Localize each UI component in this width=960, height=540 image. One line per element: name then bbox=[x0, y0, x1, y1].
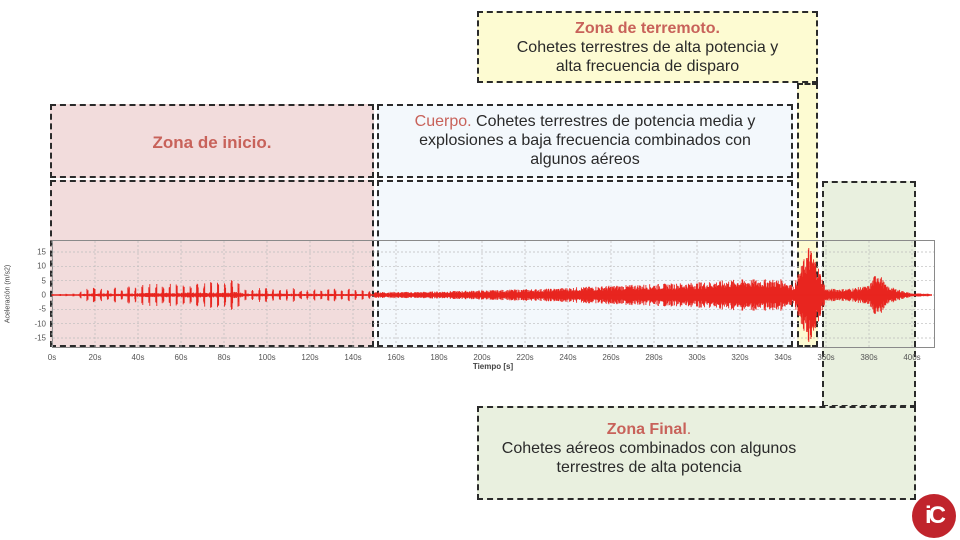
y-tick-label: 15 bbox=[37, 247, 46, 257]
x-tick-label: 400s bbox=[903, 353, 921, 362]
final-footer-box: Zona Final. Cohetes aéreos combinados co… bbox=[477, 406, 916, 500]
cuerpo-text-3: algunos aéreos bbox=[530, 151, 640, 169]
cuerpo-header-box: Cuerpo. Cohetes terrestres de potencia m… bbox=[377, 104, 793, 178]
x-tick-label: 380s bbox=[860, 353, 878, 362]
x-tick-label: 20s bbox=[88, 353, 102, 362]
y-tick-label: -10 bbox=[34, 319, 46, 329]
cuerpo-description: Cuerpo. Cohetes terrestres de potencia m… bbox=[379, 112, 791, 170]
x-tick-label: 80s bbox=[217, 353, 231, 362]
final-title: Zona Final bbox=[606, 421, 687, 438]
zona-inicio-chart-box bbox=[50, 180, 374, 347]
final-title-dot: . bbox=[686, 421, 692, 438]
cuerpo-chart-box bbox=[377, 180, 793, 347]
x-tick-label: 120s bbox=[301, 353, 319, 362]
x-tick-label: 100s bbox=[258, 353, 276, 362]
x-tick-label: 320s bbox=[731, 353, 749, 362]
cuerpo-text-2: explosiones a baja frecuencia combinados… bbox=[419, 132, 751, 150]
final-text-2: terrestres de alta potencia bbox=[556, 459, 742, 477]
chart-plot-area bbox=[52, 240, 935, 348]
zona-inicio-header-box: Zona de inicio. bbox=[50, 104, 374, 178]
terremoto-text-1: Cohetes terrestres de alta potencia y bbox=[516, 39, 779, 57]
y-tick-label: -15 bbox=[34, 333, 46, 343]
x-tick-label: 340s bbox=[774, 353, 792, 362]
x-tick-label: 260s bbox=[602, 353, 620, 362]
x-tick-label: 220s bbox=[516, 353, 534, 362]
x-tick-label: 240s bbox=[559, 353, 577, 362]
brand-logo: iC bbox=[912, 494, 956, 538]
x-tick-label: 40s bbox=[131, 353, 145, 362]
x-tick-label: 60s bbox=[174, 353, 188, 362]
cuerpo-text-1: Cohetes terrestres de potencia media y bbox=[471, 113, 756, 130]
terremoto-header-box: Zona de terremoto. Cohetes terrestres de… bbox=[477, 11, 818, 83]
x-tick-label: 300s bbox=[688, 353, 706, 362]
x-tick-label: 160s bbox=[387, 353, 405, 362]
x-tick-label: 280s bbox=[645, 353, 663, 362]
x-axis-label: Tiempo [s] bbox=[472, 362, 514, 371]
x-tick-label: 140s bbox=[344, 353, 362, 362]
cuerpo-title-dot: . bbox=[467, 113, 472, 130]
y-axis-label: Aceleración (m/s2) bbox=[4, 264, 12, 324]
cuerpo-title: Cuerpo bbox=[414, 113, 468, 130]
logo-glyph: iC bbox=[925, 502, 946, 529]
y-tick-label: 0 bbox=[41, 290, 46, 300]
x-tick-label: 0s bbox=[47, 353, 57, 362]
x-tick-label: 180s bbox=[430, 353, 448, 362]
y-tick-label: -5 bbox=[38, 304, 46, 314]
terremoto-description: Zona de terremoto. Cohetes terrestres de… bbox=[479, 19, 816, 77]
final-description: Zona Final. Cohetes aéreos combinados co… bbox=[479, 420, 819, 478]
zona-inicio-title: Zona de inicio. bbox=[152, 133, 272, 152]
terremoto-text-2: alta frecuencia de disparo bbox=[555, 58, 740, 76]
final-text-1: Cohetes aéreos combinados con algunos bbox=[501, 440, 797, 458]
y-tick-label: 5 bbox=[41, 276, 46, 286]
x-tick-label: 360s bbox=[817, 353, 835, 362]
terremoto-title: Zona de terremoto. bbox=[575, 20, 720, 37]
y-tick-label: 10 bbox=[37, 261, 46, 271]
x-tick-label: 200s bbox=[473, 353, 491, 362]
